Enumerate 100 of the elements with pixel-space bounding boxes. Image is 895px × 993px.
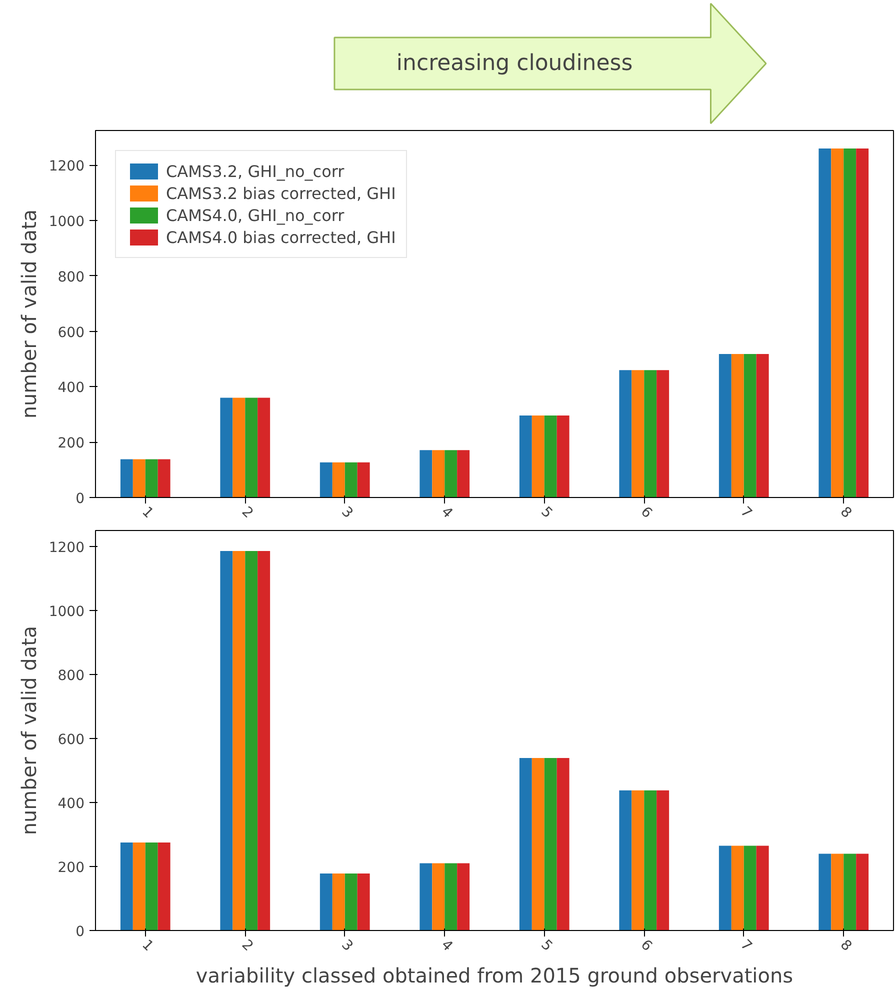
bar bbox=[756, 354, 769, 498]
bar bbox=[132, 842, 146, 930]
legend-label: CAMS3.2, GHI_no_corr bbox=[166, 162, 344, 180]
bar bbox=[556, 758, 570, 930]
y-tick-label: 1000 bbox=[48, 604, 85, 620]
x-axis-title: variability classed obtained from 2015 ground observations bbox=[196, 964, 794, 988]
x-tick-label: 4 bbox=[438, 504, 456, 522]
bar bbox=[457, 863, 470, 930]
bar bbox=[644, 790, 657, 930]
bar bbox=[718, 846, 732, 930]
bar bbox=[619, 790, 632, 930]
bar bbox=[220, 398, 233, 498]
bar bbox=[344, 462, 358, 498]
bar bbox=[258, 550, 270, 930]
bar bbox=[158, 459, 170, 498]
y-tick-label: 400 bbox=[58, 380, 85, 396]
bar bbox=[432, 863, 445, 930]
x-tick-label: 1 bbox=[138, 504, 156, 522]
y-tick-label: 1200 bbox=[48, 158, 85, 175]
bar bbox=[856, 148, 869, 498]
text: increasing cloudiness bbox=[396, 51, 633, 76]
bar bbox=[432, 450, 445, 498]
x-tick-label: 1 bbox=[138, 936, 156, 955]
x-tick-label: 7 bbox=[737, 504, 755, 522]
y-tick-label: 200 bbox=[58, 860, 85, 876]
bar bbox=[444, 450, 458, 498]
x-tick-label: 2 bbox=[238, 504, 256, 522]
bar bbox=[344, 874, 358, 930]
bar bbox=[656, 370, 670, 498]
bar bbox=[556, 416, 570, 498]
bar bbox=[844, 854, 856, 930]
bar bbox=[656, 790, 670, 930]
bar bbox=[245, 550, 258, 930]
bar bbox=[457, 450, 470, 498]
legend-label: CAMS4.0 bias corrected, GHI bbox=[166, 228, 396, 246]
bar bbox=[332, 874, 345, 930]
y-tick-label: 800 bbox=[58, 668, 85, 684]
bar bbox=[120, 459, 133, 498]
x-tick-label: 8 bbox=[836, 936, 855, 955]
bar bbox=[744, 846, 756, 930]
bar bbox=[619, 370, 632, 498]
bar bbox=[532, 416, 544, 498]
y-tick-label: 200 bbox=[58, 436, 85, 452]
bar bbox=[632, 790, 644, 930]
bar bbox=[744, 354, 756, 498]
x-tick-label: 8 bbox=[836, 504, 855, 522]
x-tick-label: 6 bbox=[637, 504, 656, 522]
bar bbox=[632, 370, 644, 498]
y-tick-label: 1200 bbox=[48, 540, 85, 556]
bar bbox=[831, 854, 844, 930]
x-tick-label: 6 bbox=[637, 936, 656, 955]
bar bbox=[731, 846, 744, 930]
bar bbox=[332, 462, 345, 498]
bar bbox=[831, 148, 844, 498]
bar bbox=[818, 854, 832, 930]
bar bbox=[444, 863, 458, 930]
y-tick-label: 0 bbox=[76, 491, 85, 507]
x-tick-label: 3 bbox=[338, 936, 356, 955]
bar bbox=[232, 398, 246, 498]
x-tick-label: 4 bbox=[438, 936, 456, 955]
legend-label: CAMS3.2 bias corrected, GHI bbox=[166, 184, 396, 202]
x-tick-label: 2 bbox=[238, 936, 256, 955]
bar bbox=[644, 370, 657, 498]
x-tick-label: 3 bbox=[338, 504, 356, 522]
bar bbox=[731, 354, 744, 498]
bar bbox=[818, 148, 832, 498]
bar bbox=[856, 854, 869, 930]
x-tick-label: 7 bbox=[737, 936, 755, 955]
y-tick-label: 600 bbox=[58, 732, 85, 748]
bar bbox=[756, 846, 769, 930]
y-tick-label: 800 bbox=[58, 269, 85, 286]
bar bbox=[357, 462, 370, 498]
bar bbox=[145, 842, 158, 930]
y-axis-title: number of valid data bbox=[16, 626, 41, 836]
bar bbox=[158, 842, 170, 930]
bar bbox=[544, 758, 557, 930]
bar bbox=[245, 398, 258, 498]
x-tick-label: 5 bbox=[538, 504, 556, 522]
y-tick-label: 1000 bbox=[48, 214, 85, 230]
bar bbox=[544, 416, 557, 498]
bar bbox=[420, 863, 432, 930]
bar bbox=[320, 874, 332, 930]
y-tick-label: 600 bbox=[58, 324, 85, 341]
bar bbox=[420, 450, 432, 498]
bar bbox=[132, 459, 146, 498]
bar bbox=[120, 842, 133, 930]
bar bbox=[220, 550, 233, 930]
bar bbox=[357, 874, 370, 930]
bar bbox=[232, 550, 246, 930]
x-tick-label: 5 bbox=[538, 936, 556, 955]
bar bbox=[145, 459, 158, 498]
y-axis-title: number of valid data bbox=[16, 209, 41, 419]
bar bbox=[844, 148, 856, 498]
bar bbox=[532, 758, 544, 930]
bar bbox=[519, 416, 532, 498]
y-tick-label: 0 bbox=[76, 924, 85, 940]
y-tick-label: 400 bbox=[58, 796, 85, 812]
bar bbox=[258, 398, 270, 498]
bar bbox=[519, 758, 532, 930]
bar bbox=[718, 354, 732, 498]
